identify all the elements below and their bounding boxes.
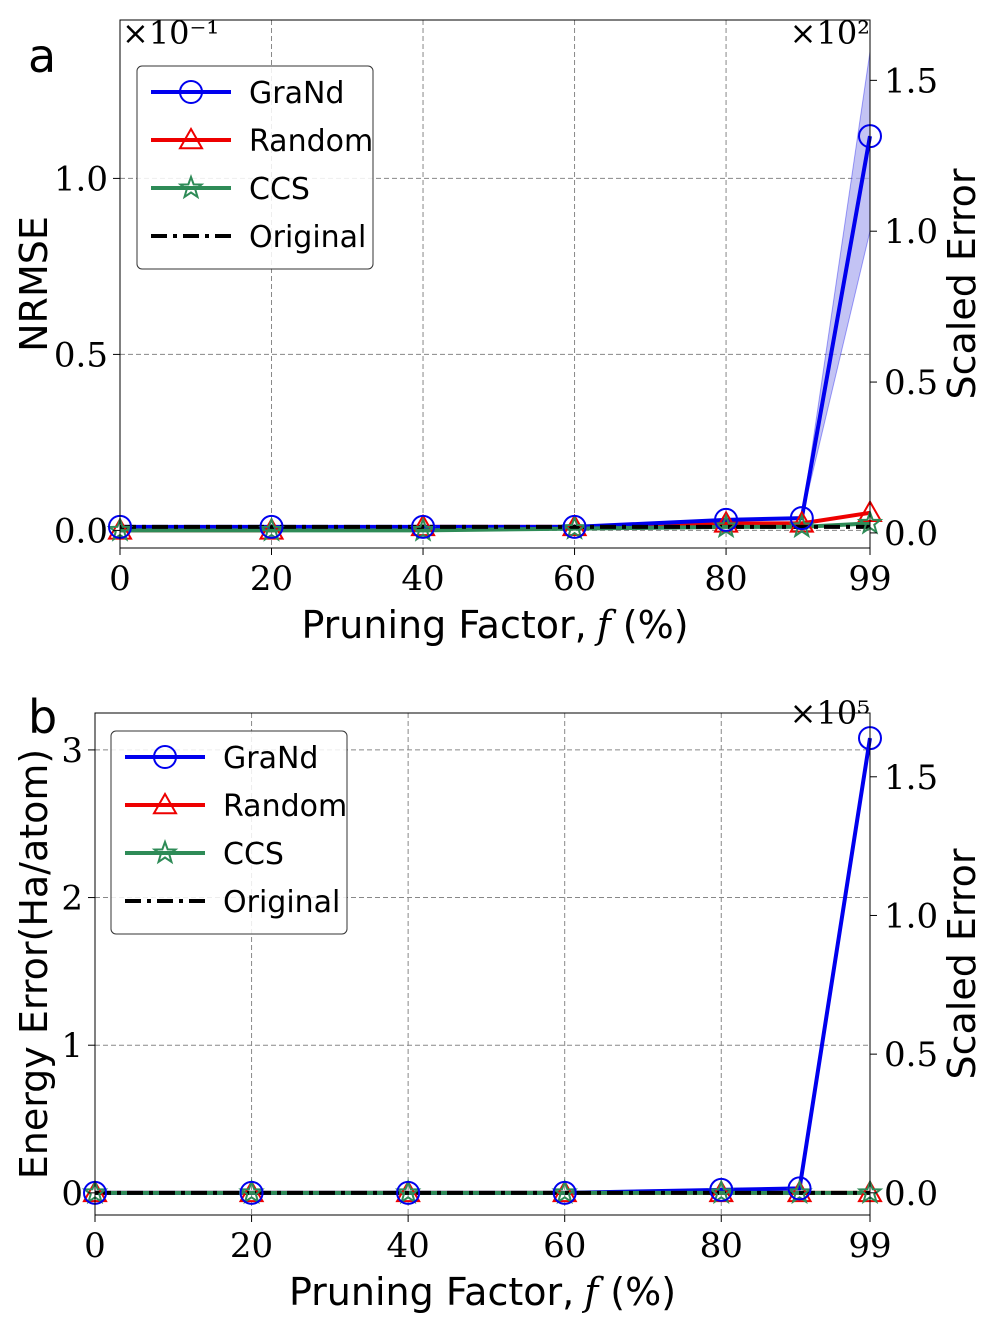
grand-point <box>411 514 436 539</box>
random-point <box>238 1179 265 1203</box>
y-tick-label: 0.0 <box>54 511 108 551</box>
y2-tick-label: 0.5 <box>884 1035 938 1075</box>
x-axis-title-variable: f <box>594 603 617 647</box>
legend-label-original: Original <box>249 220 366 255</box>
x-tick-label: 40 <box>401 559 444 599</box>
legend-box <box>136 65 374 270</box>
grand-point <box>787 1176 812 1201</box>
legend-marker-grand <box>153 745 177 769</box>
grand-point <box>714 507 739 532</box>
chart-panel-b: 0 20 40 60 80 99 0 1 2 3 0.0 0.5 1.0 1.5 ×10⁵ b Pruning … <box>12 690 984 1314</box>
y2-axis-title: Scaled Error <box>940 168 984 399</box>
legend: GraNd Random CCS Original <box>110 730 348 935</box>
y2-scale-multiplier: ×10⁵ <box>790 694 870 732</box>
ccs-point <box>258 516 285 542</box>
x-axis-title-suffix: (%) <box>610 1270 676 1314</box>
y2-tick-label: 0.0 <box>884 514 938 554</box>
legend-marker-random <box>152 791 178 815</box>
grand-point <box>789 506 814 531</box>
y2-tick-label: 1.5 <box>884 61 938 101</box>
legend-marker-grand <box>179 80 203 104</box>
y2-tick-label: 1.0 <box>884 212 938 252</box>
x-axis-title-variable: f <box>581 1270 604 1314</box>
ccs-point <box>394 1178 422 1205</box>
y2-tick-label: 0.0 <box>884 1174 938 1214</box>
y-axis-title: Energy Error(Ha/atom) <box>12 749 56 1180</box>
ccs-point <box>561 514 588 540</box>
y2-tick-label: 1.5 <box>884 758 938 798</box>
y2-scale-multiplier: ×10² <box>790 14 870 52</box>
x-tick-label: 99 <box>848 1226 891 1266</box>
legend-box <box>110 730 348 935</box>
legend-label-grand: GraNd <box>223 741 318 776</box>
ccs-point <box>788 512 816 539</box>
ccs-point <box>786 1178 813 1205</box>
y2-tick-label: 1.0 <box>884 896 938 936</box>
x-tick-label: 20 <box>230 1226 273 1266</box>
legend-label-ccs: CCS <box>223 837 284 872</box>
y-tick-label: 0 <box>61 1174 83 1214</box>
y-tick-label: 1 <box>61 1026 83 1066</box>
y2-axis-title: Scaled Error <box>940 848 984 1079</box>
legend-marker-ccs <box>151 839 179 865</box>
random-point <box>786 1179 813 1203</box>
random-point <box>395 1179 421 1203</box>
chart-panel-a: 0 20 40 60 80 99 0.0 0.5 1.0 0.0 0.5 1.0 1.5 ×10⁻¹ ×10… <box>12 14 984 647</box>
x-axis-title-prefix: Pruning Factor, <box>301 603 586 647</box>
legend-marker-random <box>178 126 204 150</box>
y2-tick-label: 0.5 <box>884 363 938 403</box>
x-tick-label: 20 <box>250 559 293 599</box>
x-tick-label: 0 <box>109 559 131 599</box>
x-axis-title: Pruning Factor, f (%) <box>301 603 688 647</box>
y-tick-label: 1.0 <box>54 159 108 199</box>
x-tick-label: 60 <box>553 559 596 599</box>
y-scale-multiplier: ×10⁻¹ <box>122 14 219 52</box>
x-axis-title-prefix: Pruning Factor, <box>289 1270 574 1314</box>
legend-label-ccs: CCS <box>249 172 310 207</box>
legend-label-random: Random <box>249 124 373 159</box>
y-tick-label: 2 <box>61 879 83 919</box>
grand-point <box>562 514 587 539</box>
panel-label: b <box>28 690 57 744</box>
legend-label-original: Original <box>223 885 340 920</box>
x-axis-title: Pruning Factor, f (%) <box>289 1270 676 1314</box>
grand-point <box>709 1177 734 1202</box>
ccs-point <box>551 1178 578 1205</box>
ccs-point <box>409 516 437 542</box>
legend-label-grand: GraNd <box>249 76 344 111</box>
ccs-point <box>707 1178 735 1205</box>
grand-point <box>552 1180 577 1205</box>
x-tick-label: 60 <box>543 1226 586 1266</box>
y-axis-title: NRMSE <box>12 216 56 352</box>
y-tick-label: 3 <box>61 731 83 771</box>
x-tick-label: 80 <box>704 559 747 599</box>
legend: GraNd Random CCS Original <box>136 65 374 270</box>
grand-point <box>239 1180 264 1205</box>
panel-label: a <box>28 29 56 83</box>
x-tick-label: 80 <box>700 1226 743 1266</box>
grand-point <box>259 514 284 539</box>
x-axis-title-suffix: (%) <box>623 603 689 647</box>
y-tick-label: 0.5 <box>54 335 108 375</box>
x-tick-label: 40 <box>386 1226 429 1266</box>
ccs-point <box>238 1178 265 1205</box>
plot-frame <box>94 712 871 1216</box>
legend-marker-ccs <box>177 174 205 200</box>
x-tick-label: 99 <box>848 559 891 599</box>
legend-label-random: Random <box>223 789 347 824</box>
x-tick-label: 0 <box>84 1226 106 1266</box>
random-point <box>551 1179 578 1203</box>
grand-point <box>396 1180 421 1205</box>
plot-frame <box>119 19 871 549</box>
